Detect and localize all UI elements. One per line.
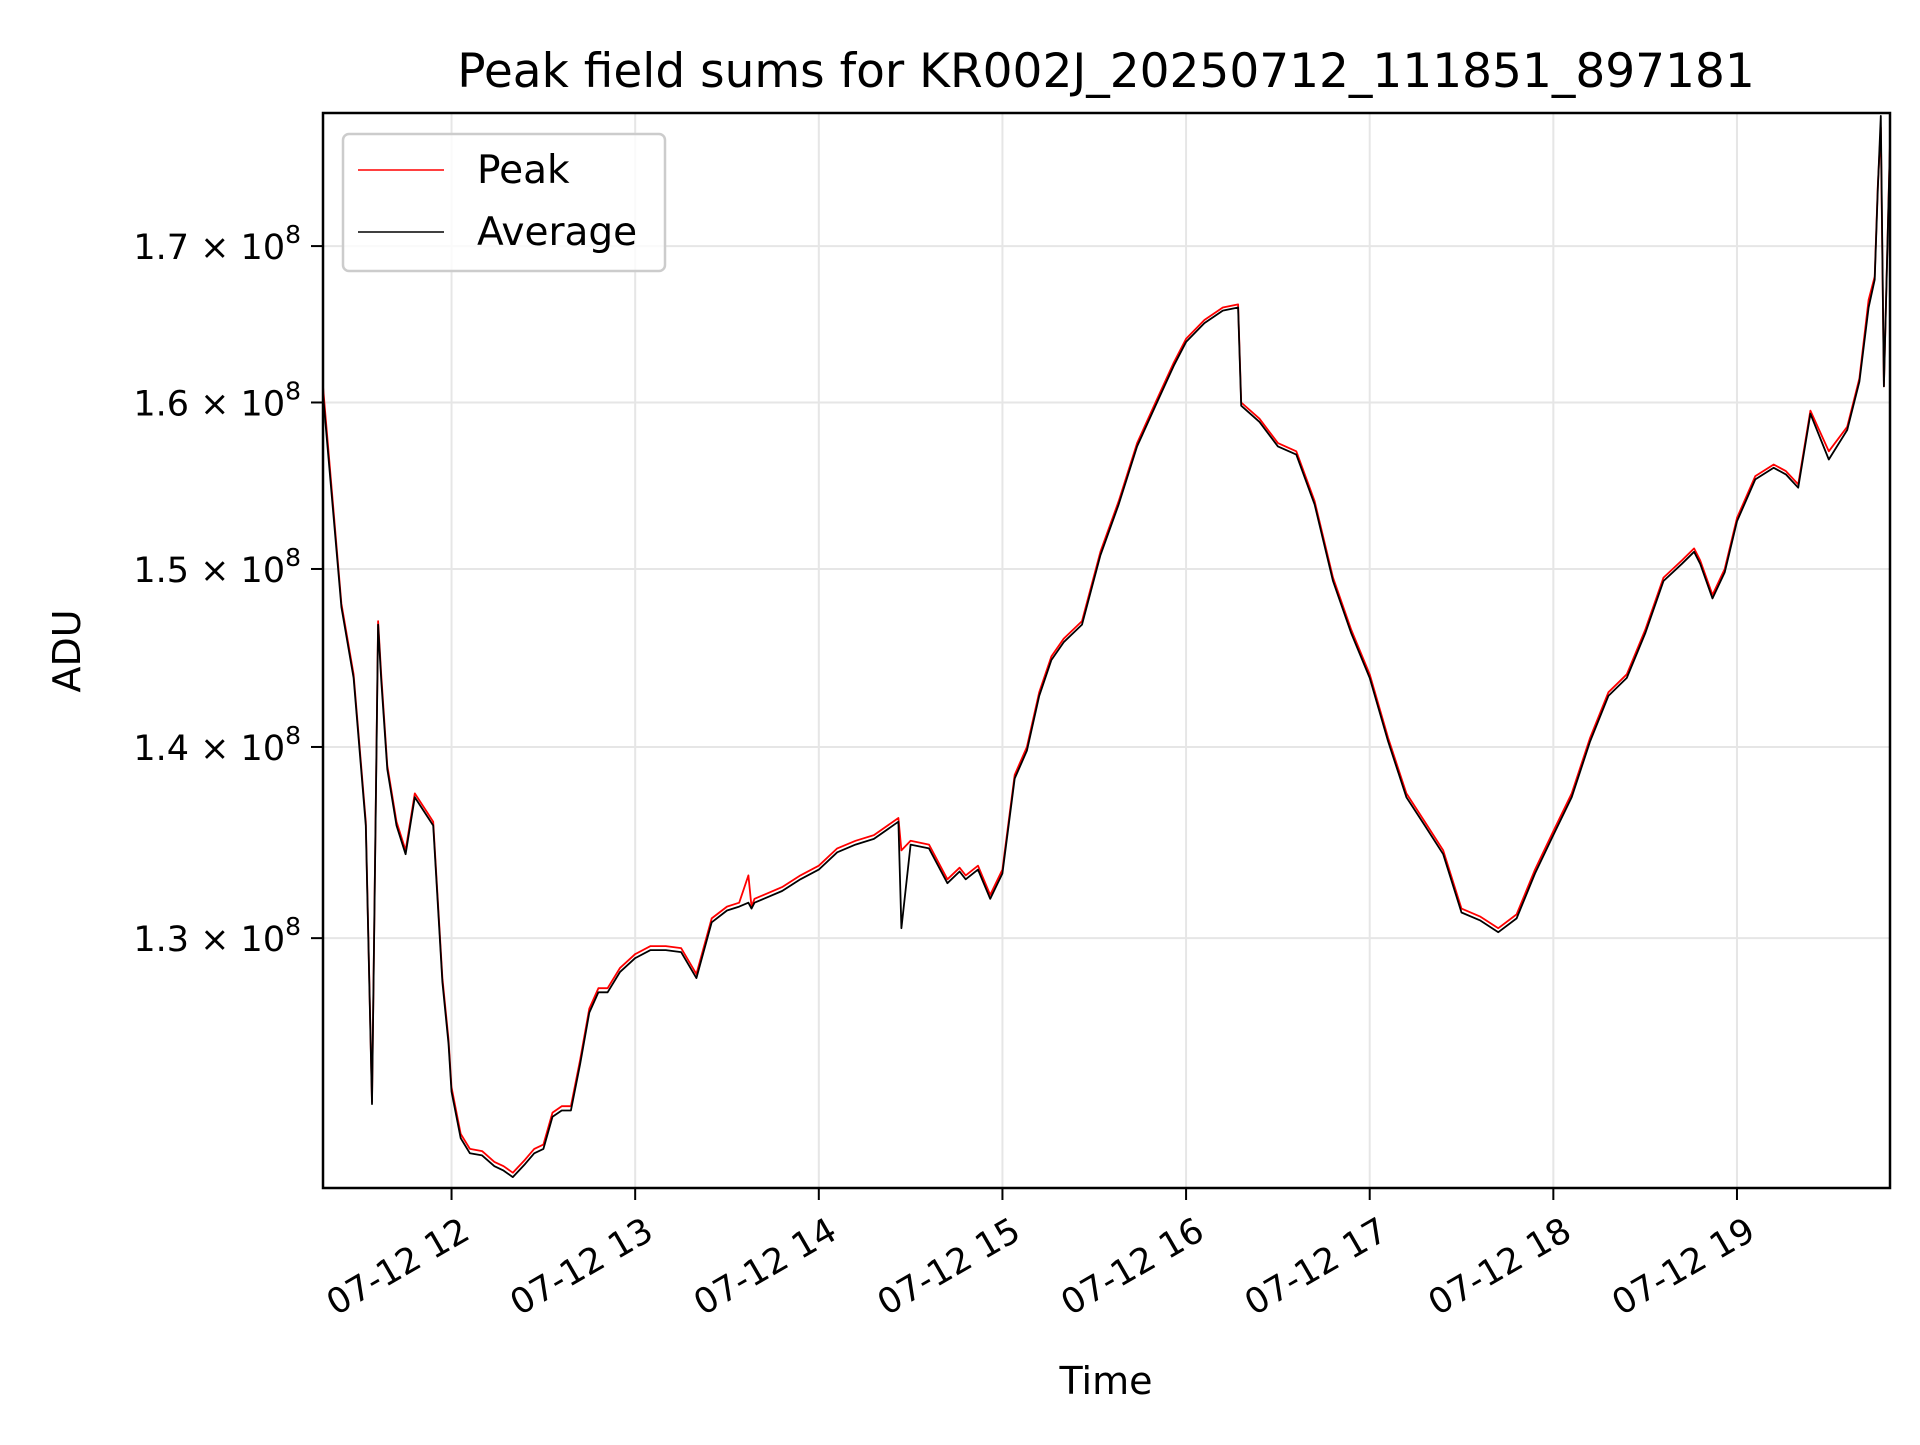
series-lines: [322, 115, 1891, 1178]
plot-frame: [321, 111, 1892, 1190]
y-tick-label: 1.3 × 108: [133, 912, 301, 960]
grid: [323, 113, 1890, 1188]
y-tick-label: 1.6 × 108: [133, 376, 301, 424]
chart-title: Peak field sums for KR002J_20250712_1118…: [457, 44, 1755, 99]
y-tick-label: 1.4 × 108: [133, 721, 301, 769]
series-line-peak: [322, 126, 1891, 1174]
y-tick-label: 1.5 × 108: [133, 543, 301, 591]
x-axis-label: Time: [1059, 1359, 1153, 1403]
y-axis-label: ADU: [45, 609, 89, 692]
legend-label-average: Average: [477, 210, 637, 255]
legend: Peak Average: [341, 132, 667, 273]
legend-label-peak: Peak: [477, 148, 570, 193]
series-line-average: [322, 115, 1891, 1178]
legend-box: [341, 132, 667, 273]
y-tick-label: 1.7 × 108: [133, 220, 301, 268]
